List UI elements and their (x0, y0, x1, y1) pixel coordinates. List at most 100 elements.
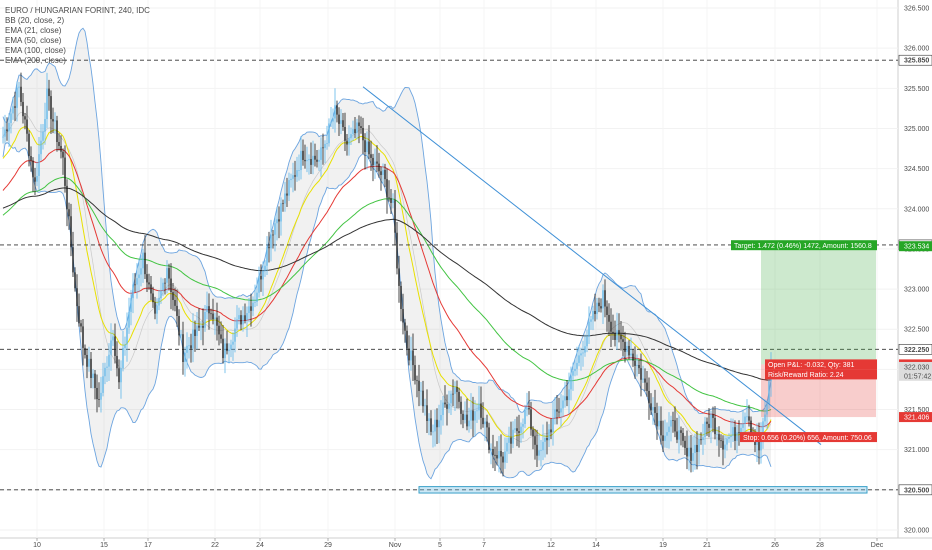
candle-body (758, 440, 760, 451)
price-tick-label: 324.500 (904, 166, 929, 173)
candle-body (92, 373, 94, 379)
candle-body (294, 175, 296, 177)
target-label: Target: 1.472 (0.46%) 1472, Amount: 1560… (731, 240, 877, 251)
stop-label: Stop: 0.656 (0.20%) 656, Amount: 750.06 (740, 432, 877, 443)
support-zone-box[interactable] (418, 486, 868, 494)
candle-body (738, 432, 740, 434)
candle-body (298, 170, 300, 171)
candle-body (82, 326, 84, 348)
candle-body (560, 408, 562, 413)
candle-body (246, 313, 248, 321)
candle-body (302, 150, 304, 160)
candle-body (394, 200, 396, 233)
candle-body (472, 410, 474, 421)
price-axis[interactable]: 326.500 326.000 325.500 325.000 324.500 324.0… (898, 6, 932, 535)
candle-body (660, 420, 662, 436)
downtrend-line[interactable] (362, 86, 822, 445)
candle-body (634, 360, 636, 366)
long-position-tool[interactable] (761, 246, 876, 418)
target-zone[interactable] (761, 246, 876, 365)
candle-body (396, 232, 398, 269)
candle-body (360, 126, 362, 129)
candle-body (720, 440, 722, 442)
support-zone[interactable] (418, 486, 868, 494)
candle-body (438, 420, 440, 428)
candle-body (34, 177, 36, 182)
level-price-box (898, 54, 932, 66)
legend-ema-200: EMA (200, close) (5, 56, 66, 65)
candle-body (312, 155, 314, 165)
candle-body (334, 105, 336, 119)
candle-body (264, 265, 266, 271)
trendline[interactable] (362, 86, 822, 445)
candle-body (84, 347, 86, 355)
candle-body (102, 376, 104, 393)
candle-body (340, 120, 342, 124)
candle-body (538, 450, 540, 456)
price-tick-label: 325.500 (904, 86, 929, 93)
candle-body (474, 411, 476, 421)
candle-body (568, 389, 570, 401)
candle-body (380, 171, 382, 175)
legend-ema-21: EMA (21, close) (5, 26, 62, 35)
candle-body (106, 366, 108, 368)
candle-body (728, 437, 730, 440)
candle-body (742, 423, 744, 428)
candle-body (658, 420, 660, 427)
candle-body (74, 272, 76, 289)
rr-label-bg (765, 369, 877, 380)
candle-body (762, 421, 764, 439)
candle-body (624, 341, 626, 352)
candle-body (726, 439, 728, 445)
candle-body (202, 325, 204, 328)
candle-body (498, 450, 500, 459)
candle-body (308, 159, 310, 161)
candle-body (576, 362, 578, 369)
candle-body (448, 403, 450, 409)
candle-body (36, 176, 38, 182)
candle-body (280, 203, 282, 222)
candle-body (582, 352, 584, 354)
candle-body (56, 120, 58, 142)
candle-body (418, 380, 420, 392)
candle-body (552, 417, 554, 433)
candle-body (172, 292, 174, 300)
candle-body (648, 390, 650, 404)
candle-body (666, 432, 668, 436)
candle-body (140, 268, 142, 275)
candle-body (336, 105, 338, 115)
rr-label: Risk/Reward Ratio: 2.24 (765, 369, 877, 380)
candle-body (586, 336, 588, 347)
time-axis[interactable]: 10 15 17 22 24 29 Nov 5 7 12 14 19 21 26 28 Dec (33, 538, 884, 549)
candle-body (528, 407, 530, 410)
candle-body (116, 355, 118, 369)
candle-body (196, 325, 198, 337)
candle-body (162, 282, 164, 291)
price-label-text: 323.534 (904, 244, 929, 251)
candle-body (356, 122, 358, 134)
time-tick-label: 7 (482, 542, 486, 549)
candle-body (442, 402, 444, 416)
candle-body (476, 410, 478, 412)
candle-body (416, 380, 418, 382)
candle-body (564, 396, 566, 401)
candle-body (716, 434, 718, 435)
candle-body (80, 323, 82, 327)
candle-body (134, 284, 136, 286)
candle-body (128, 311, 130, 328)
candle-body (276, 219, 278, 224)
candle-body (510, 437, 512, 444)
price-tick-label: 322.500 (904, 327, 929, 334)
candle-body (292, 175, 294, 179)
candle-body (546, 437, 548, 441)
candle-body (584, 346, 586, 353)
candle-body (322, 147, 324, 149)
candle-body (22, 101, 24, 117)
candle-body (130, 298, 132, 312)
candle-body (216, 317, 218, 326)
candle-body (146, 274, 148, 283)
price-label-text: 322.030 (904, 364, 929, 371)
candle-body (654, 407, 656, 413)
